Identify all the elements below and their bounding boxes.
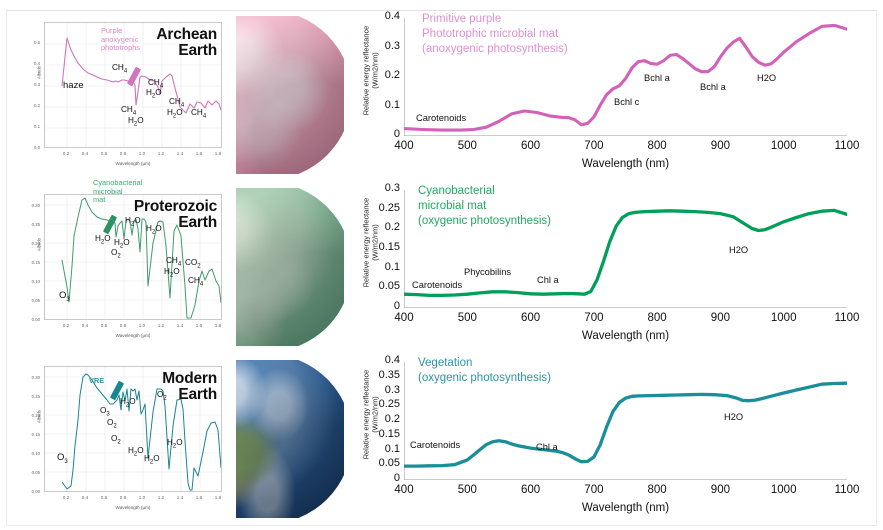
annotation-o3: O3 (59, 290, 70, 303)
annotation-ch4: CH4 (148, 78, 164, 90)
annotation-o2: O2 (111, 248, 121, 260)
annotation-bchl-a: Bchl a (700, 82, 726, 92)
modern-reflectance-ylabel: Relative energy reflectance (W/m2/nm) (361, 369, 379, 460)
annotation-h2o: H2O (146, 88, 162, 100)
planet-disc (236, 360, 344, 518)
archean-reflectance-plot: 0.4 0.3 0.2 0.1 0 400 500 600 700 800 90… (384, 10, 860, 152)
annotation-o2: O2 (111, 434, 121, 446)
modern-albedo-chart: Modern Earth VRE O3 O3 O2 O2 H2O H2O H2O… (18, 358, 230, 516)
annotation-h2o: H2O (146, 224, 162, 236)
epoch-title-line2: Earth (178, 385, 217, 403)
annotation-h2o: H2O (128, 446, 144, 458)
annotation-phycobilins: Phycobilins (464, 267, 512, 277)
annotation-haze: haze (63, 80, 84, 91)
figure-row-proterozoic: Proterozoic Earth Cyanobacterial microbi… (0, 178, 883, 352)
archean-reflectance-xlabel: Wavelength (nm) (581, 158, 670, 170)
proterozoic-reflectance-chart: Relative energy reflectance (W/m2/nm) (352, 182, 864, 350)
proterozoic-earth-globe (236, 188, 344, 346)
annotation-o2: O2 (157, 390, 167, 402)
annotation-ch4: CH4 (188, 276, 204, 288)
proterozoic-reflectance-curve (404, 190, 847, 308)
modern-albedo-xlabel: Wavelength (μm) (115, 505, 151, 510)
proterozoic-legend: Cyanobacterial microbial mat (oxygenic p… (418, 185, 551, 228)
modern-epoch-title: Modern Earth (162, 371, 217, 403)
annotation-ch4: CH4 (166, 256, 182, 268)
annotation-h2o: H2O (167, 438, 183, 450)
modern-reflectance-curve (404, 362, 847, 480)
proterozoic-reflectance-plot: 0.3 0.25 0.2 0.15 0.1 0.05 0 400 500 600… (378, 182, 860, 324)
annotation-o3: O3 (100, 406, 110, 418)
figure-row-modern: Modern Earth VRE O3 O3 O2 O2 H2O H2O H2O… (0, 352, 883, 524)
proterozoic-bio-note: Cyanobacterial microbial mat (93, 178, 143, 205)
annotation-chl-a: Chl a (536, 442, 558, 452)
archean-bio-note: Purple anoxygenic phototrophs (101, 26, 141, 53)
epoch-title-line2: Earth (178, 41, 217, 59)
epoch-title-line1: Proterozoic (133, 198, 217, 215)
proterozoic-albedo-plot-frame: Proterozoic Earth Cyanobacterial microbi… (44, 178, 222, 320)
annotation-ch4: CH4 (191, 108, 207, 120)
annotation-ch4: CH4 (112, 63, 128, 75)
modern-legend: Vegetation (oxygenic photosynthesis) (418, 357, 551, 385)
epoch-title-line1: Modern (162, 370, 217, 387)
annotation-h2o: H2O (128, 116, 144, 128)
archean-albedo-plot-frame: Archean Earth Purple anoxygenic phototro… (44, 22, 222, 148)
modern-reflectance-plot: 0.4 0.35 0.3 0.25 0.2 0.15 0.1 0.05 0 40… (378, 354, 860, 496)
epoch-title-line1: Archean (156, 26, 217, 43)
proterozoic-epoch-title: Proterozoic Earth (134, 199, 217, 231)
archean-reflectance-chart: Relative energy reflectance (W/m2/nm) (352, 10, 864, 178)
annotation-h2o: H2O (757, 73, 777, 83)
planet-disc (236, 188, 344, 346)
annotation-carotenoids: Carotenoids (412, 280, 463, 290)
modern-albedo-plot-frame: Modern Earth VRE O3 O3 O2 O2 H2O H2O H2O… (44, 366, 222, 492)
planet-shading (236, 188, 344, 346)
annotation-co2: CO2 (185, 258, 201, 270)
proterozoic-albedo-curve (45, 195, 221, 319)
proterozoic-albedo-chart: Proterozoic Earth Cyanobacterial microbi… (31, 178, 222, 338)
annotation-h2o: H2O (144, 454, 160, 466)
modern-albedo-curve (45, 367, 221, 491)
annotation-h2o: H2O (724, 412, 744, 422)
annotation-h2o: H2O (114, 238, 130, 250)
modern-bio-note: VRE (89, 376, 105, 385)
figure-frame (6, 10, 877, 526)
proterozoic-reflectance-xlabel: Wavelength (nm) (581, 330, 670, 342)
annotation-ch4: CH4 (169, 97, 185, 109)
archean-albedo-xlabel: Wavelength (μm) (115, 161, 151, 166)
proterozoic-reflectance-ylabel: Relative energy reflectance (W/m2/nm) (361, 197, 379, 288)
archean-albedo-chart: Archean Earth Purple anoxygenic phototro… (18, 14, 230, 172)
modern-reflectance-xlabel: Wavelength (nm) (581, 502, 670, 514)
proterozoic-albedo-xlabel: Wavelength (μm) (115, 333, 151, 338)
archean-reflectance-ylabel: Relative energy reflectance (W/m2/nm) (361, 25, 379, 116)
archean-reflectance-curve (404, 18, 847, 136)
archean-legend: Primitive purple Phototrophic microbial … (422, 13, 568, 56)
planet-disc (236, 16, 344, 174)
epoch-title-line2: Earth (178, 213, 217, 231)
figure-row-archean: Archean Earth Purple anoxygenic phototro… (0, 8, 883, 180)
annotation-ch4: CH4 (121, 105, 137, 117)
archean-earth-globe (236, 16, 344, 174)
annotation-h2o: H2O (164, 267, 180, 279)
archean-epoch-title: Archean Earth (156, 27, 217, 59)
annotation-bchl-c: Bchl c (614, 97, 640, 107)
annotation-h2o: H2O (167, 108, 183, 120)
annotation-h2o: H2O (729, 245, 749, 255)
annotation-bchl-a: Bchl a (644, 73, 670, 83)
annotation-chl-a: Chl a (537, 275, 559, 285)
annotation-h2o: H2O (120, 397, 136, 409)
annotation-h2o: H2O (125, 216, 141, 228)
annotation-carotenoids: Carotenoids (410, 440, 461, 450)
annotation-h2o: H2O (95, 234, 111, 246)
annotation-carotenoids: Carotenoids (416, 113, 467, 123)
modern-reflectance-chart: Relative energy reflectance (W/m2/nm) (352, 354, 864, 522)
annotation-o2: O2 (107, 418, 117, 430)
planet-shading (236, 360, 344, 518)
archean-albedo-ylabel: Albedo (36, 65, 42, 80)
archean-albedo-curve (45, 23, 221, 147)
modern-earth-globe (236, 360, 344, 518)
planet-shading (236, 16, 344, 174)
annotation-o3: O3 (57, 452, 68, 465)
